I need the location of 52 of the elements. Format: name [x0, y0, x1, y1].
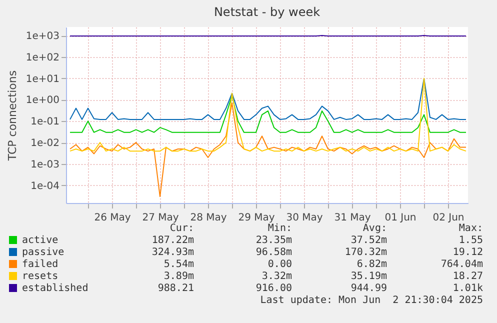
text: 764.04m: [440, 259, 483, 271]
y-tick-label: 1e+00: [26, 95, 60, 106]
text: 5.54m: [164, 259, 194, 271]
text: 35.19m: [350, 271, 387, 283]
text: 37.52m: [350, 235, 387, 247]
y-tick-label: 1e-01: [30, 116, 60, 128]
text: Avg:: [362, 223, 387, 235]
x-tick-label: 01 Jun: [384, 212, 416, 224]
text: 916.00: [256, 283, 292, 295]
y-tick-label: 1e+02: [26, 52, 60, 64]
text: 96.58m: [256, 247, 292, 259]
legend-label: active: [22, 235, 58, 246]
y-tick-label: 1e+03: [26, 31, 60, 42]
chart-title: Netstat - by week: [214, 5, 320, 19]
text: 944.99: [350, 283, 387, 295]
text: Cur:: [170, 223, 194, 235]
legend-label: failed: [22, 259, 58, 270]
legend-label: resets: [22, 271, 58, 282]
text: 6.82m: [356, 259, 387, 271]
x-tick-label: 26 May: [94, 212, 131, 224]
y-tick-label: 1e-03: [30, 159, 60, 170]
text: 19.12: [452, 247, 483, 259]
x-tick-label: 29 May: [238, 212, 275, 224]
legend-label: established: [22, 283, 88, 294]
text: 988.21: [158, 283, 194, 295]
y-tick-label: 1e-04: [30, 180, 60, 192]
text: 0.00: [268, 259, 292, 271]
text: 1.55: [458, 235, 483, 247]
x-tick-label: 28 May: [190, 212, 227, 224]
line-series: [70, 95, 466, 133]
text: 187.22m: [152, 235, 194, 247]
text: 23.35m: [256, 235, 292, 247]
y-tick-label: 1e+01: [26, 74, 60, 85]
x-tick-label: 31 May: [334, 212, 371, 224]
text: 3.89m: [164, 271, 194, 283]
x-tick-label: 02 Jun: [432, 212, 464, 224]
line-series: [70, 78, 466, 152]
legend-label: passive: [22, 247, 64, 258]
y-axis-title: TCP connections: [6, 70, 19, 162]
text: 18.27: [452, 271, 483, 283]
line-series: [70, 102, 466, 198]
y-tick-label: 1e-02: [30, 138, 60, 150]
text: 324.93m: [152, 247, 194, 259]
text: 170.32m: [344, 247, 387, 259]
text: Min:: [268, 223, 292, 235]
text: 1.01k: [452, 283, 483, 295]
text: Last update: Mon Jun 2 21:30:04 2025: [260, 295, 483, 307]
text: 3.32m: [262, 271, 292, 283]
text: Max:: [458, 223, 483, 235]
x-tick-label: 27 May: [142, 212, 179, 224]
x-tick-label: 30 May: [286, 212, 323, 224]
line-series: [70, 78, 466, 120]
